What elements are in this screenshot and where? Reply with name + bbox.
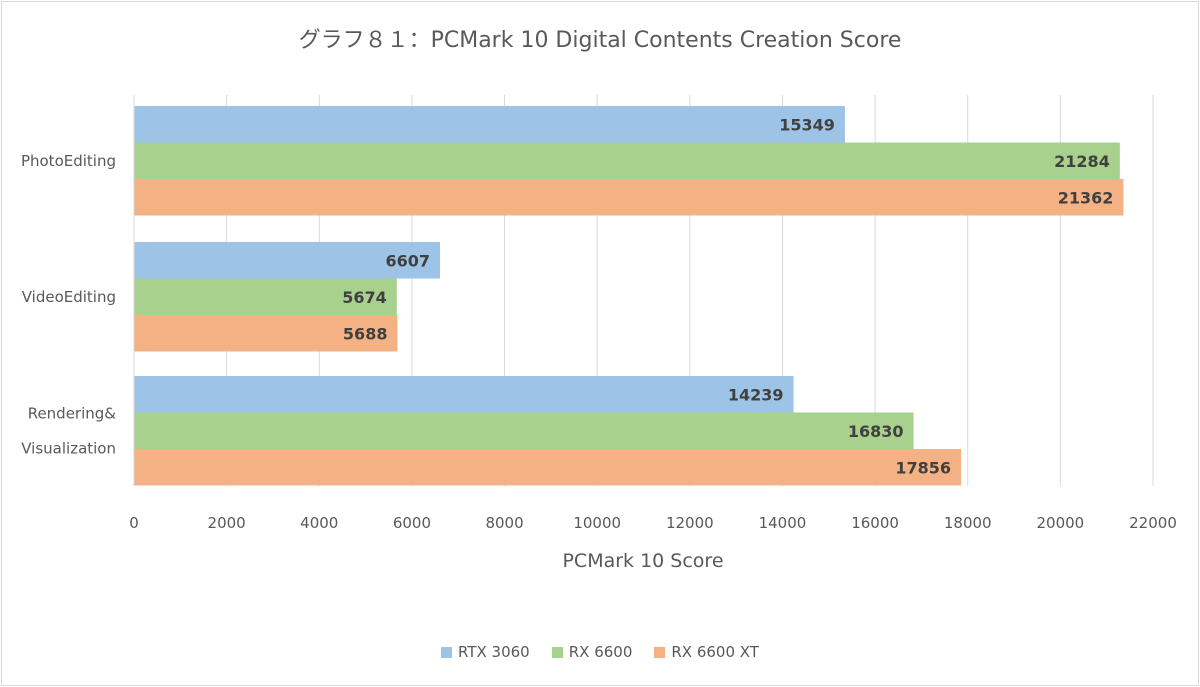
data-label: 21362 bbox=[1058, 188, 1114, 207]
data-labels: 15349 21284 21362 6607 5674 5688 14239 16830 178… bbox=[342, 115, 1113, 477]
x-tick-label: 10000 bbox=[573, 514, 621, 532]
x-tick-label: 14000 bbox=[759, 514, 807, 532]
bar bbox=[134, 142, 1120, 179]
legend-item: RX 6600 XT bbox=[654, 643, 759, 661]
x-tick-label: 0 bbox=[129, 514, 139, 532]
bar bbox=[134, 278, 397, 315]
legend-label: RX 6600 XT bbox=[671, 643, 759, 661]
bar bbox=[134, 376, 794, 413]
bar bbox=[134, 179, 1124, 216]
category-label: PhotoEditing bbox=[21, 152, 116, 170]
x-tick-label: 20000 bbox=[1037, 514, 1085, 532]
bar bbox=[134, 449, 962, 486]
x-tick-label: 22000 bbox=[1129, 514, 1177, 532]
x-tick-label: 4000 bbox=[300, 514, 338, 532]
legend-swatch bbox=[441, 646, 453, 658]
data-label: 15349 bbox=[779, 115, 835, 134]
x-tick-label: 8000 bbox=[485, 514, 523, 532]
x-tick-label: 2000 bbox=[208, 514, 246, 532]
legend-item: RTX 3060 bbox=[441, 643, 530, 661]
legend-swatch bbox=[654, 646, 666, 658]
bar bbox=[134, 315, 398, 352]
chart-title: グラフ８１：PCMark 10 Digital Contents Creatio… bbox=[298, 28, 902, 53]
x-tick-label: 16000 bbox=[851, 514, 899, 532]
data-label: 21284 bbox=[1054, 152, 1110, 171]
legend-item: RX 6600 bbox=[551, 643, 633, 661]
x-axis-label: PCMark 10 Score bbox=[562, 550, 723, 572]
data-label: 6607 bbox=[385, 251, 430, 270]
x-tick-label: 18000 bbox=[944, 514, 992, 532]
bar bbox=[134, 106, 845, 143]
category-label: Visualization bbox=[21, 439, 116, 457]
data-label: 14239 bbox=[728, 385, 784, 404]
x-tick-label: 12000 bbox=[666, 514, 714, 532]
bars bbox=[134, 106, 1124, 486]
category-label: VideoEditing bbox=[22, 288, 116, 306]
x-tick-label: 6000 bbox=[393, 514, 431, 532]
legend-label: RTX 3060 bbox=[458, 643, 530, 661]
x-tick-labels: 0 2000 4000 6000 8000 10000 12000 14000 16000 180… bbox=[129, 514, 1177, 532]
legend-label: RX 6600 bbox=[568, 643, 633, 661]
data-label: 5688 bbox=[343, 324, 388, 343]
data-label: 5674 bbox=[342, 288, 387, 307]
bar bbox=[134, 412, 914, 449]
data-label: 16830 bbox=[848, 422, 904, 441]
category-label: Rendering& bbox=[28, 404, 117, 422]
bar bbox=[134, 242, 441, 279]
legend-swatch bbox=[551, 646, 563, 658]
data-label: 17856 bbox=[895, 458, 951, 477]
legend: RTX 3060 RX 6600 RX 6600 XT bbox=[0, 643, 1200, 661]
category-labels: PhotoEditing VideoEditing Rendering&Visual… bbox=[21, 152, 116, 458]
